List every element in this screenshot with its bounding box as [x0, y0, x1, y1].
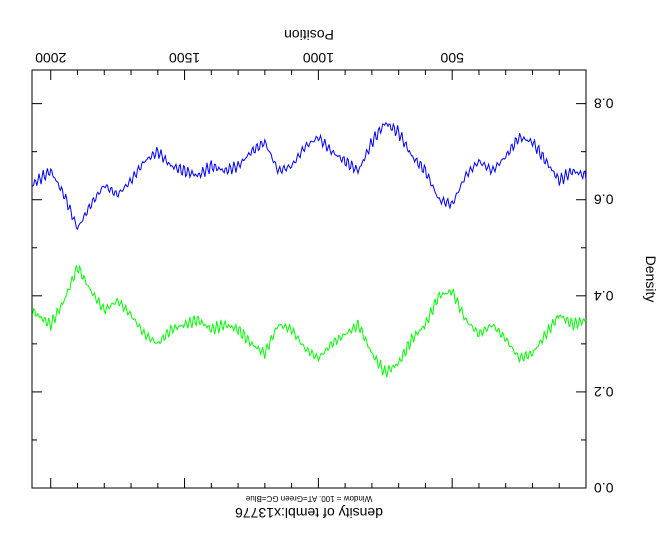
y-tick-label: 0.4 — [594, 288, 614, 304]
chart-subtitle: Window = 100. AT=Green GC=Blue — [245, 494, 372, 503]
series-line-gc — [32, 121, 587, 231]
axis-ticks: 500 1000 1500 2000 0.0 0.2 0.4 0.6 0.8 — [32, 50, 613, 496]
series-group — [32, 121, 587, 378]
axis-labels: density of tembl:x13776 Window = 100. AT… — [235, 27, 659, 521]
y-tick-label: 0.8 — [594, 96, 614, 112]
x-tick-label: 1000 — [303, 50, 334, 66]
chart-title: density of tembl:x13776 — [235, 505, 383, 521]
y-tick-label: 0.6 — [594, 192, 614, 208]
series-line-at — [32, 264, 587, 378]
x-tick-label: 1500 — [169, 50, 200, 66]
x-axis-label: Position — [284, 27, 334, 43]
x-tick-label: 500 — [440, 50, 464, 66]
plot-frame — [31, 69, 587, 489]
y-tick-label: 0.2 — [594, 384, 614, 400]
x-tick-label: 2000 — [35, 50, 66, 66]
y-axis-label: Density — [643, 256, 659, 303]
y-tick-label: 0.0 — [594, 480, 614, 496]
